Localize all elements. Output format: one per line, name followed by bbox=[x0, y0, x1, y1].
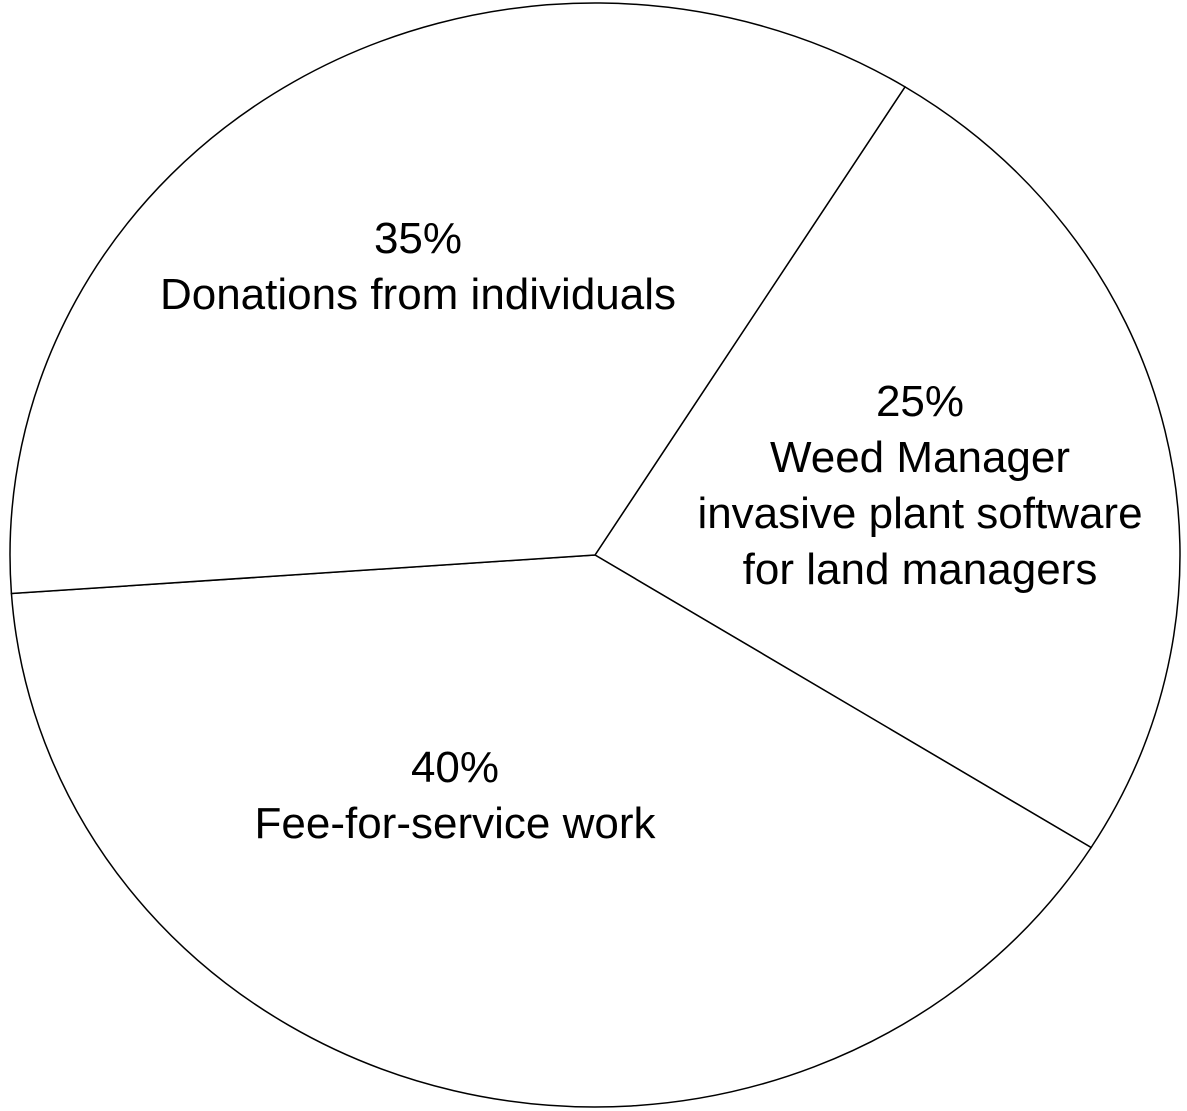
pie-slice bbox=[9, 2, 907, 595]
slice-category-label: Weed Manager bbox=[770, 433, 1070, 482]
slice-percent-label: 25% bbox=[876, 377, 964, 426]
pie-slice bbox=[10, 554, 1093, 1108]
pie-slice bbox=[593, 85, 1181, 849]
slice-label: 40% Fee-for-service work bbox=[255, 743, 657, 848]
pie-slices bbox=[9, 2, 1181, 1108]
slice-category-label: Fee-for-service work bbox=[255, 799, 657, 848]
slice-category-label: for land managers bbox=[743, 545, 1098, 594]
slice-percent-label: 40% bbox=[411, 743, 499, 792]
slice-category-label: Donations from individuals bbox=[160, 270, 676, 319]
slice-percent-label: 35% bbox=[374, 214, 462, 263]
pie-labels: 25% Weed Manager invasive plant software fo… bbox=[160, 214, 1143, 848]
slice-label: 25% Weed Manager invasive plant software fo… bbox=[697, 377, 1142, 594]
slice-category-label: invasive plant software bbox=[697, 489, 1142, 538]
slice-label: 35% Donations from individuals bbox=[160, 214, 676, 319]
